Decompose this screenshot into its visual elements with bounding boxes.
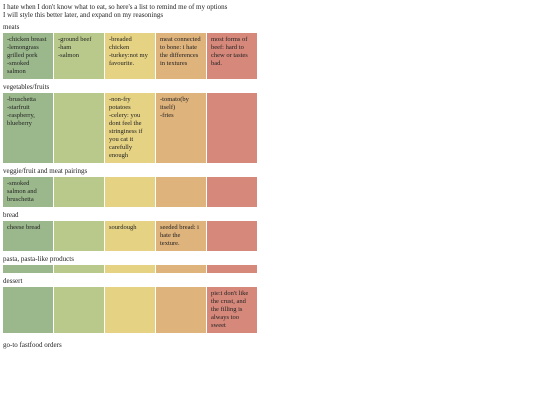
cell-line: always too	[211, 314, 239, 321]
cell	[3, 287, 53, 333]
cell: meat connected to bone: i hate the differe…	[156, 33, 206, 79]
cell-line: sweet	[211, 322, 226, 329]
cell	[105, 265, 155, 273]
cell-line: pie:i don't like	[211, 290, 249, 297]
cell-line: beef: hard to	[211, 44, 244, 51]
intro-line: I will style this better later, and expa…	[3, 11, 164, 19]
section-heading: go-to fastfood orders	[3, 341, 62, 349]
cell-line: enough	[109, 152, 129, 159]
cell-line: hate the	[160, 232, 181, 239]
cell	[156, 265, 206, 273]
cell: -bruschetta -starfruit -raspberry, blueberr…	[3, 93, 53, 163]
cell: most forms of beef: hard to chew or tastes…	[207, 33, 257, 79]
cell-line: carefully	[109, 144, 133, 151]
cell	[105, 287, 155, 333]
cell-line: -smoked	[7, 180, 30, 187]
cell-line: -salmon	[58, 52, 79, 59]
section-row	[3, 265, 257, 273]
cell-line: -bruschetta	[7, 96, 36, 103]
section-row: -bruschetta -starfruit -raspberry, blueberr…	[3, 93, 257, 163]
cell: pie:i don't like the crust, and the fillin…	[207, 287, 257, 333]
cell-line: meat connected	[160, 36, 201, 43]
cell-line: seeded bread: i	[160, 224, 199, 231]
cell	[207, 265, 257, 273]
section-heading: bread	[3, 211, 19, 219]
cell-line: most forms of	[211, 36, 248, 43]
cell: -non-fry potatoes -celery: you dont feel th…	[105, 93, 155, 163]
section-heading: meats	[3, 23, 20, 31]
cell-line: you cat it	[109, 136, 134, 143]
cell: -ground beef -ham -salmon	[54, 33, 104, 79]
cell: cheese bread	[3, 221, 53, 251]
cell-line: bruschetta	[7, 196, 34, 203]
cell-line: texture.	[160, 240, 180, 247]
cell: seeded bread: i hate the texture.	[156, 221, 206, 251]
cell-line: -tomato(by	[160, 96, 189, 103]
cell: -breaded chicken -turkey:not my favourite.	[105, 33, 155, 79]
cell	[105, 177, 155, 207]
cell-line: -breaded	[109, 36, 132, 43]
section-heading: veggie/fruit and meat pairings	[3, 167, 88, 175]
cell	[156, 287, 206, 333]
cell-line: salmon and	[7, 188, 37, 195]
cell-line: dont feel the	[109, 120, 142, 127]
cell-line: to bone: i hate	[160, 44, 198, 51]
cell: sourdough	[105, 221, 155, 251]
section-heading: pasta, pasta-like products	[3, 255, 74, 263]
cell-line: the differences	[160, 52, 199, 59]
cell	[207, 221, 257, 251]
cell-line: -lemongrass	[7, 44, 39, 51]
section-row: -chicken breast -lemongrass grilled pork -s…	[3, 33, 257, 79]
cell-line: the crust, and	[211, 298, 246, 305]
cell-line: bad.	[211, 60, 223, 67]
cell-line: blueberry	[7, 120, 32, 127]
cell-line: -turkey:not my	[109, 52, 148, 59]
cell	[54, 93, 104, 163]
section-row: pie:i don't like the crust, and the fillin…	[3, 287, 257, 333]
cell-line: grilled pork	[7, 52, 38, 59]
cell-line: favourite.	[109, 60, 135, 67]
cell-line: -raspberry,	[7, 112, 35, 119]
cell-line: chew or tastes	[211, 52, 248, 59]
cell-line: itself)	[160, 104, 176, 111]
cell: -tomato(by itself) -fries	[156, 93, 206, 163]
cell-line: -non-fry	[109, 96, 131, 103]
cell-line: the filling is	[211, 306, 243, 313]
intro-line: I hate when I don't know what to eat, so…	[3, 3, 228, 11]
cell-line: -fries	[160, 112, 174, 119]
page: I hate when I don't know what to eat, so…	[3, 3, 257, 349]
cell-line: -celery: you	[109, 112, 141, 119]
cell	[54, 177, 104, 207]
cell	[54, 287, 104, 333]
cell-line: -starfruit	[7, 104, 30, 111]
cell	[156, 177, 206, 207]
cell-line: -ground beef	[58, 36, 92, 43]
cell-line: in textures	[160, 60, 188, 67]
cell: -smoked salmon and bruschetta	[3, 177, 53, 207]
cell: -chicken breast -lemongrass grilled pork -s…	[3, 33, 53, 79]
cell-line: -chicken breast	[7, 36, 47, 43]
cell-line: chicken	[109, 44, 130, 51]
cell-line: potatoes	[109, 104, 131, 111]
cell-line: cheese bread	[7, 224, 41, 231]
cell-line: stringiness if	[109, 128, 143, 135]
section-heading: dessert	[3, 277, 23, 285]
cell-line: -smoked	[7, 60, 30, 67]
section-row: cheese bread sourdough seeded bread: i hate…	[3, 221, 257, 251]
section-heading: vegetables/fruits	[3, 83, 50, 91]
cell	[54, 265, 104, 273]
cell	[207, 177, 257, 207]
cell-line: sourdough	[109, 224, 137, 231]
cell-line: salmon	[7, 68, 26, 75]
cell	[3, 265, 53, 273]
section-row: -smoked salmon and bruschetta	[3, 177, 257, 207]
cell	[54, 221, 104, 251]
cell	[207, 93, 257, 163]
cell-line: -ham	[58, 44, 72, 51]
